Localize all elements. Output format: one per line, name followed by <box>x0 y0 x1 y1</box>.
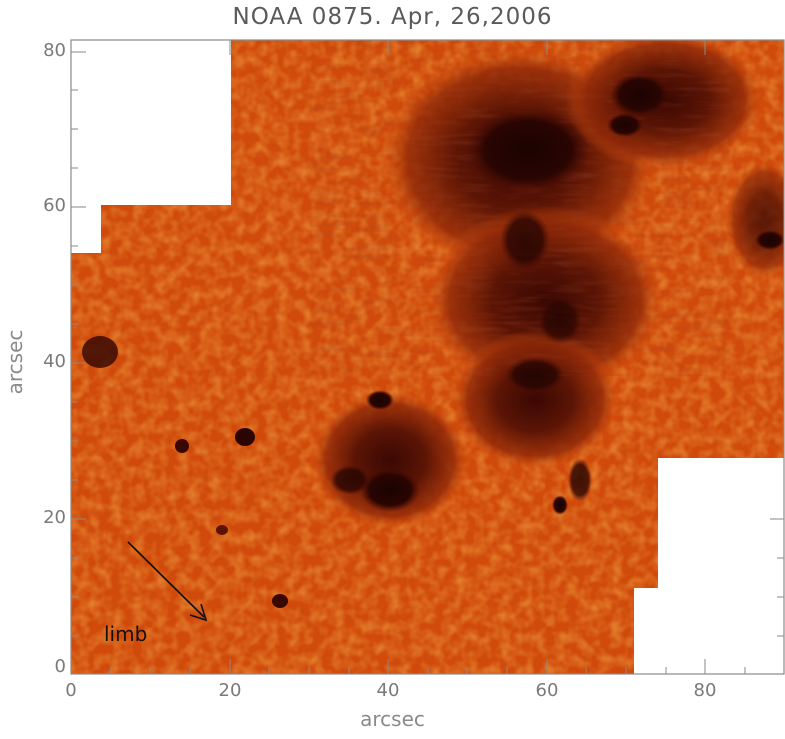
x-tick-label-40: 40 <box>376 680 400 701</box>
y-tick-label-20: 20 <box>43 507 66 528</box>
sunspot-umbra-upper-right <box>610 73 670 117</box>
sunspot-penumbra-right-edge <box>725 160 784 280</box>
pore <box>175 439 189 453</box>
limb-label: limb <box>104 622 147 646</box>
y-tick-label-80: 80 <box>43 40 66 61</box>
x-tick-label-80: 80 <box>693 680 717 701</box>
sunspot-umbra-left <box>360 468 420 512</box>
pore <box>235 428 255 446</box>
x-tick-label-20: 20 <box>218 680 242 701</box>
y-tick-label-0: 0 <box>54 656 66 677</box>
x-axis-ticks <box>70 40 746 674</box>
pore <box>82 336 118 368</box>
pore <box>272 594 288 608</box>
sunspot-penumbra-lower <box>450 330 620 470</box>
x-tick-label-0: 0 <box>65 680 77 701</box>
figure-title: NOAA 0875. Apr, 26,2006 <box>232 4 553 30</box>
y-tick-label-40: 40 <box>43 351 66 372</box>
y-axis-ticks <box>71 51 784 675</box>
x-axis-label: arcsec <box>360 707 425 731</box>
limb-arrow <box>127 541 205 618</box>
solar-photosphere-image: limb <box>71 40 784 674</box>
y-axis-label: arcsec <box>3 329 27 395</box>
y-tick-label-60: 60 <box>43 195 66 216</box>
pore <box>216 525 228 535</box>
x-tick-label-60: 60 <box>535 680 559 701</box>
sunspot-umbra-main <box>466 108 590 192</box>
